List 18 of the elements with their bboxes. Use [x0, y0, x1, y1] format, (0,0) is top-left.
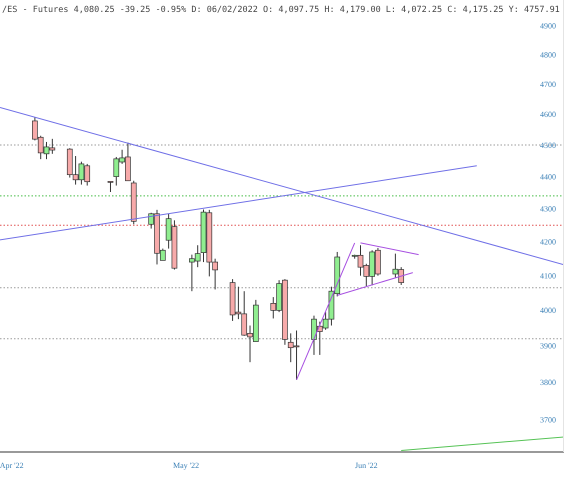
y-tick-label: 4500 — [540, 140, 556, 150]
x-tick-label: May '22 — [173, 461, 200, 470]
y-tick-label: 4600 — [540, 110, 556, 120]
y-tick-label: 4900 — [540, 21, 556, 30]
y-tick-label: 4400 — [540, 172, 556, 182]
y-tick-label: 3700 — [540, 416, 556, 425]
candlestick — [108, 180, 114, 192]
y-tick-label: 4000 — [540, 306, 556, 316]
x-tick-label: Apr '22 — [0, 461, 24, 470]
y-tick-label: 4300 — [540, 204, 556, 214]
y-tick-label: 4800 — [540, 50, 556, 60]
x-tick-label: Jun '22 — [355, 461, 378, 470]
text: /ES - Futures 4,080.25 -39.25 -0.95% D: 06/02/2022 O: 4,097.75 H: 4,179.00 L: 4,072.25 C: 4,175.25 Y: 4757.91 — [2, 5, 560, 15]
y-tick-label: 4200 — [540, 238, 556, 247]
y-tick-label: 3900 — [540, 342, 556, 351]
y-tick-label: 3800 — [540, 378, 556, 388]
y-tick-label: 4700 — [540, 80, 556, 89]
y-tick-label: 4100 — [540, 272, 556, 281]
